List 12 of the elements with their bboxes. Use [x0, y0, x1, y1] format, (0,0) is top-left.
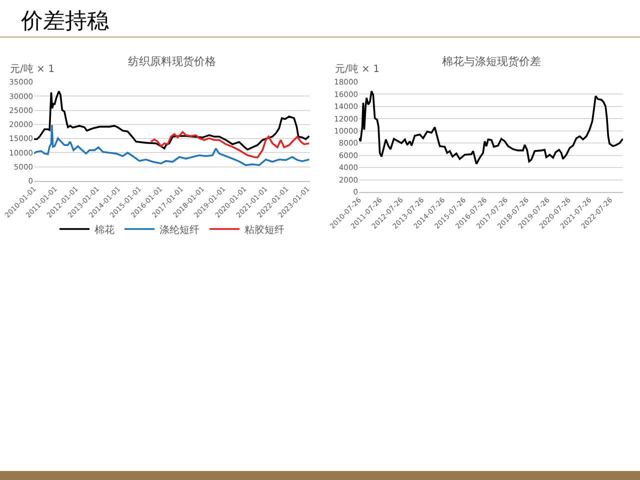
y-axis-title: 元/吨 × 1: [335, 63, 380, 75]
legend-label: 涤纶短纤: [160, 224, 200, 236]
line-series: [34, 124, 310, 166]
line-series: [359, 90, 623, 165]
y-axis-title: 元/吨 × 1: [10, 63, 54, 75]
chart-title: 纺织原料现货价格: [128, 55, 216, 68]
line-series: [150, 131, 310, 158]
line-series: [34, 90, 310, 150]
chart-title: 棉花与涤短现货价差: [442, 55, 541, 68]
legend-label: 棉花: [94, 224, 114, 236]
text: 价差持稳: [20, 9, 109, 34]
legend-label: 粘胶短纤: [244, 224, 284, 236]
